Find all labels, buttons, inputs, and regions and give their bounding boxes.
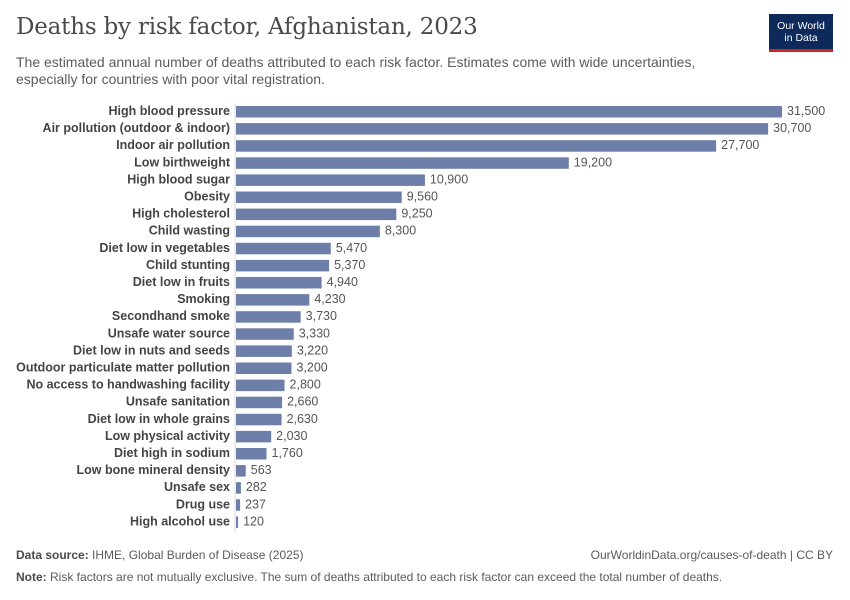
bar[interactable] xyxy=(236,465,246,477)
note-text: Risk factors are not mutually exclusive.… xyxy=(50,570,723,584)
category-label: High blood sugar xyxy=(127,172,230,186)
note-label: Note: xyxy=(16,570,47,584)
bar[interactable] xyxy=(236,225,380,238)
category-label: Drug use xyxy=(176,497,230,511)
bar[interactable] xyxy=(236,277,322,289)
value-label: 10,900 xyxy=(430,172,468,186)
category-label: Low birthweight xyxy=(134,155,231,169)
value-label: 4,940 xyxy=(327,275,358,289)
category-label: Child wasting xyxy=(149,224,230,238)
value-label: 1,760 xyxy=(272,446,303,460)
bar[interactable] xyxy=(236,311,301,323)
category-label: Unsafe water source xyxy=(108,326,230,340)
category-label: Diet low in whole grains xyxy=(88,412,230,426)
bar[interactable] xyxy=(236,259,330,272)
bar[interactable] xyxy=(236,448,267,460)
value-label: 237 xyxy=(245,497,266,511)
value-label: 2,630 xyxy=(287,412,318,426)
chart-subtitle: The estimated annual number of deaths at… xyxy=(16,54,696,87)
bar[interactable] xyxy=(236,482,241,494)
value-label: 9,250 xyxy=(401,207,432,221)
bar[interactable] xyxy=(236,413,282,426)
data-source-text[interactable]: IHME, Global Burden of Disease (2025) xyxy=(92,548,304,562)
category-label: Obesity xyxy=(184,190,230,204)
value-label: 27,700 xyxy=(721,138,759,152)
owid-logo[interactable]: Our World in Data xyxy=(769,14,833,52)
category-label: Smoking xyxy=(177,292,230,306)
category-label: High cholesterol xyxy=(132,207,230,221)
bar[interactable] xyxy=(236,345,292,357)
logo-line-1: Our World xyxy=(777,20,825,32)
value-label: 3,200 xyxy=(296,361,327,375)
value-label: 19,200 xyxy=(574,155,612,169)
category-label: Unsafe sex xyxy=(164,480,230,494)
bar-chart: High blood pressure 31,500 Air pollution (… xyxy=(16,104,825,534)
chart-title: Deaths by risk factor, Afghanistan, 2023 xyxy=(16,14,478,40)
value-label: 31,500 xyxy=(787,104,825,118)
bar[interactable] xyxy=(236,208,397,221)
bar[interactable] xyxy=(236,106,782,118)
value-label: 3,330 xyxy=(299,326,330,340)
value-label: 8,300 xyxy=(385,224,416,238)
category-label: Indoor air pollution xyxy=(116,138,230,152)
category-label: Low physical activity xyxy=(105,429,230,443)
value-label: 30,700 xyxy=(773,121,811,135)
source-url-link[interactable]: OurWorldinData.org/causes-of-death | CC … xyxy=(590,548,833,562)
category-label: Secondhand smoke xyxy=(112,309,230,323)
bar[interactable] xyxy=(236,430,272,443)
bar[interactable] xyxy=(236,174,425,186)
bar[interactable] xyxy=(236,140,717,152)
bar[interactable] xyxy=(236,379,285,392)
category-label: Air pollution (outdoor & indoor) xyxy=(43,121,230,135)
category-label: Diet low in nuts and seeds xyxy=(73,343,230,357)
category-label: No access to handwashing facility xyxy=(26,378,230,392)
value-label: 3,220 xyxy=(297,343,328,357)
bar[interactable] xyxy=(236,242,331,255)
value-label: 9,560 xyxy=(407,190,438,204)
value-label: 563 xyxy=(251,463,272,477)
category-label: Diet low in fruits xyxy=(133,275,230,289)
value-label: 2,030 xyxy=(276,429,307,443)
value-label: 2,800 xyxy=(290,378,321,392)
category-label: Diet high in sodium xyxy=(114,446,230,460)
category-label: Low bone mineral density xyxy=(77,463,231,477)
value-label: 5,370 xyxy=(334,258,365,272)
category-label: Outdoor particulate matter pollution xyxy=(16,361,230,375)
bar[interactable] xyxy=(236,328,294,340)
bar[interactable] xyxy=(236,157,569,169)
value-label: 120 xyxy=(243,514,264,528)
bar[interactable] xyxy=(236,294,310,306)
value-label: 282 xyxy=(246,480,267,494)
bar[interactable] xyxy=(236,362,292,375)
value-label: 3,730 xyxy=(306,309,337,323)
category-label: Unsafe sanitation xyxy=(126,395,230,409)
bar[interactable] xyxy=(236,123,769,135)
bar[interactable] xyxy=(236,516,239,528)
category-label: Child stunting xyxy=(146,258,230,272)
value-label: 4,230 xyxy=(314,292,345,306)
category-label: High blood pressure xyxy=(108,104,230,118)
data-source-label: Data source: xyxy=(16,548,89,562)
value-label: 5,470 xyxy=(336,241,367,255)
category-label: Diet low in vegetables xyxy=(99,241,230,255)
footer-note-row: Note: Risk factors are not mutually excl… xyxy=(16,570,833,584)
footer-source-row: Data source: IHME, Global Burden of Dise… xyxy=(16,548,833,562)
logo-line-2: in Data xyxy=(784,32,818,44)
bar[interactable] xyxy=(236,191,402,204)
category-label: High alcohol use xyxy=(130,514,230,528)
bar[interactable] xyxy=(236,396,283,409)
bar[interactable] xyxy=(236,499,241,511)
value-label: 2,660 xyxy=(287,395,318,409)
